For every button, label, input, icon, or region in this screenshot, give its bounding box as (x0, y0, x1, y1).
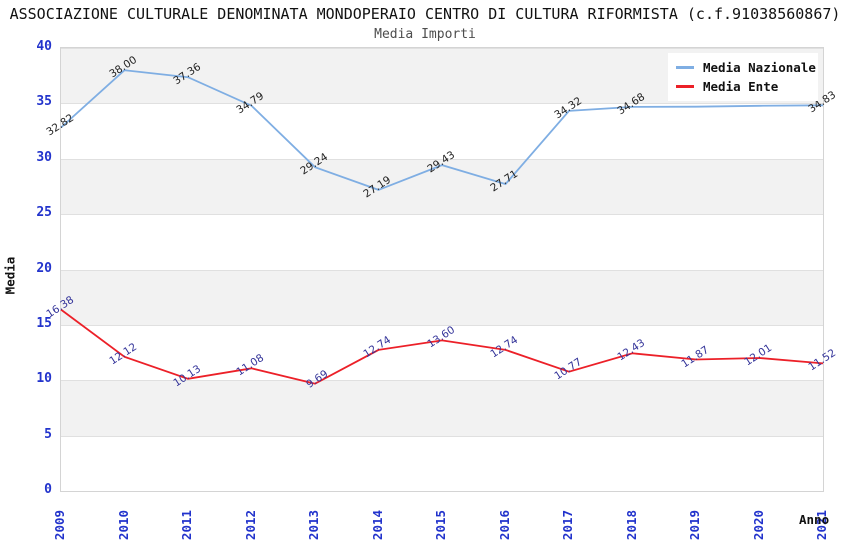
y-tick-label: 20 (36, 260, 52, 276)
x-tick-label: 2016 (496, 509, 512, 541)
gridline (61, 380, 823, 382)
x-tick-label: 2009 (52, 509, 67, 541)
x-axis-title: Anno (799, 512, 830, 527)
x-tick-label: 2011 (179, 509, 194, 541)
y-tick-label: 25 (36, 205, 52, 221)
gridline (61, 103, 823, 105)
series-line-nazionale (60, 69, 824, 191)
y-tick-label: 30 (36, 149, 52, 165)
gridline (61, 324, 823, 326)
x-tick-label: 2012 (242, 509, 258, 541)
chart-title: ASSOCIAZIONE CULTURALE DENOMINATA MONDOP… (9, 5, 841, 23)
y-tick-label: 35 (36, 94, 52, 110)
chart-subtitle: Media Importi (374, 27, 476, 42)
legend-label: Media Nazionale (703, 60, 816, 75)
x-tick-label: 2020 (750, 509, 766, 541)
x-tick-label: 2015 (433, 509, 448, 541)
y-tick-label: 5 (44, 426, 52, 442)
legend-line-nazionale-icon (676, 66, 694, 69)
x-tick-label: 2014 (369, 509, 385, 541)
legend-item: Media Nazionale (676, 58, 818, 77)
x-tick-label: 2019 (687, 509, 702, 541)
gridline (61, 269, 823, 271)
grid-band (61, 103, 823, 159)
x-tick-label: 2018 (623, 509, 639, 541)
grid-band (61, 214, 823, 270)
legend-line-ente-icon (676, 85, 694, 88)
plot-area (60, 47, 824, 492)
gridline (61, 214, 823, 216)
x-tick-label: 2017 (560, 509, 575, 541)
grid-band (61, 435, 823, 491)
legend-label: Media Ente (703, 79, 779, 94)
gridline (61, 158, 823, 160)
y-tick-label: 15 (36, 315, 52, 331)
grid-band (61, 269, 823, 325)
grid-band (61, 158, 823, 215)
series-lines (60, 69, 824, 385)
grid-band (61, 380, 823, 436)
legend-item: Media Ente (676, 77, 818, 96)
gridline (61, 48, 823, 49)
legend: Media Nazionale Media Ente (668, 53, 818, 101)
x-tick-label: 2010 (115, 509, 131, 541)
y-tick-label: 0 (44, 482, 52, 497)
grid-band (61, 324, 823, 381)
series-line-ente (60, 308, 824, 385)
y-axis-title: Media (2, 256, 18, 295)
y-tick-label: 10 (36, 371, 52, 387)
x-tick-label: 2013 (306, 509, 321, 541)
gridline (61, 435, 823, 437)
y-tick-label: 40 (36, 39, 52, 54)
